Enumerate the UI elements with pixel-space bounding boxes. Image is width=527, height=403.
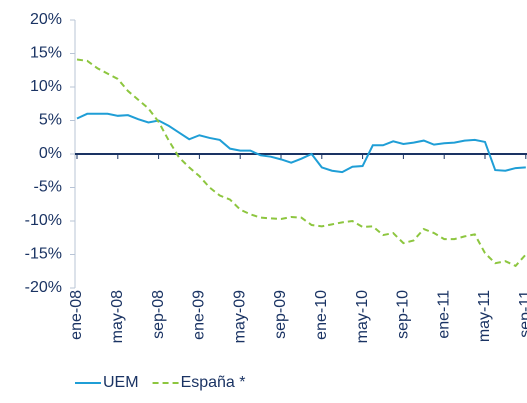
series-line: [76, 58, 527, 268]
y-tick-label: 5%: [39, 112, 62, 129]
y-tick-label: 15%: [30, 45, 62, 62]
x-tick-label: sep-09: [272, 290, 289, 339]
x-tick-label: sep-08: [150, 290, 167, 339]
legend-label: España *: [181, 374, 246, 391]
x-tick-label: ene-10: [313, 290, 330, 340]
y-tick-label: -5%: [34, 179, 62, 196]
x-tick-label: may-10: [354, 290, 371, 343]
x-tick-label: ene-08: [68, 290, 85, 340]
x-tick-label: may-11: [476, 290, 493, 342]
y-tick-label: -10%: [25, 212, 62, 229]
x-tick-label: may-08: [109, 290, 126, 343]
y-tick-label: -20%: [25, 279, 62, 296]
series-line: [76, 112, 526, 174]
y-tick-label: -15%: [25, 246, 62, 263]
y-tick-label: 0%: [39, 145, 62, 162]
y-tick-label: 10%: [30, 78, 62, 95]
x-tick-label: sep-10: [395, 290, 412, 339]
y-tick-label: 20%: [30, 11, 62, 28]
x-tick-label: ene-09: [191, 290, 208, 340]
x-tick-label: sep-11: [517, 290, 527, 338]
x-tick-label: may-09: [231, 290, 248, 343]
legend-label: UEM: [103, 374, 139, 391]
x-tick-label: ene-11: [435, 290, 452, 339]
